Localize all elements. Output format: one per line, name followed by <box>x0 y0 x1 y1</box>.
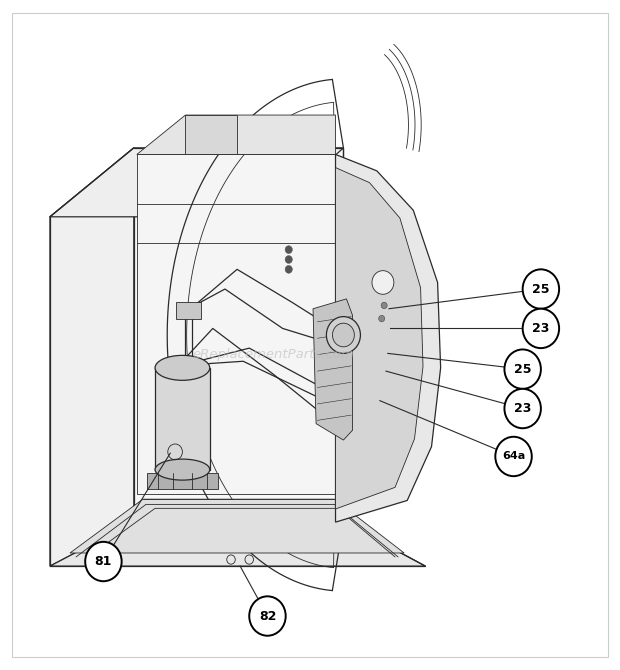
Ellipse shape <box>155 459 210 480</box>
Polygon shape <box>147 473 218 489</box>
Circle shape <box>495 437 532 476</box>
Circle shape <box>372 271 394 294</box>
Polygon shape <box>137 155 335 494</box>
Circle shape <box>285 255 293 263</box>
Circle shape <box>326 317 360 353</box>
Circle shape <box>285 265 293 273</box>
Text: 81: 81 <box>95 555 112 568</box>
Text: 23: 23 <box>532 322 549 335</box>
Polygon shape <box>134 148 343 522</box>
Circle shape <box>505 389 541 428</box>
Ellipse shape <box>155 355 210 381</box>
Polygon shape <box>313 299 353 440</box>
Text: 64a: 64a <box>502 452 525 462</box>
Text: eReplacementParts.com: eReplacementParts.com <box>193 348 355 361</box>
Circle shape <box>505 350 541 389</box>
Text: 23: 23 <box>514 402 531 415</box>
Circle shape <box>285 246 293 253</box>
Circle shape <box>249 596 286 636</box>
Polygon shape <box>70 499 404 553</box>
Polygon shape <box>176 302 201 319</box>
Polygon shape <box>155 368 210 470</box>
Polygon shape <box>50 522 425 566</box>
Text: 25: 25 <box>532 283 550 295</box>
Circle shape <box>85 542 122 582</box>
Polygon shape <box>50 148 343 217</box>
Polygon shape <box>335 155 441 522</box>
Circle shape <box>523 309 559 348</box>
Circle shape <box>523 269 559 309</box>
Circle shape <box>381 302 387 309</box>
Polygon shape <box>335 168 423 509</box>
Circle shape <box>332 323 355 347</box>
Text: 25: 25 <box>514 362 531 376</box>
Polygon shape <box>50 148 134 566</box>
Text: 82: 82 <box>259 610 276 622</box>
Polygon shape <box>185 115 237 155</box>
Polygon shape <box>137 115 335 155</box>
Circle shape <box>379 316 385 322</box>
